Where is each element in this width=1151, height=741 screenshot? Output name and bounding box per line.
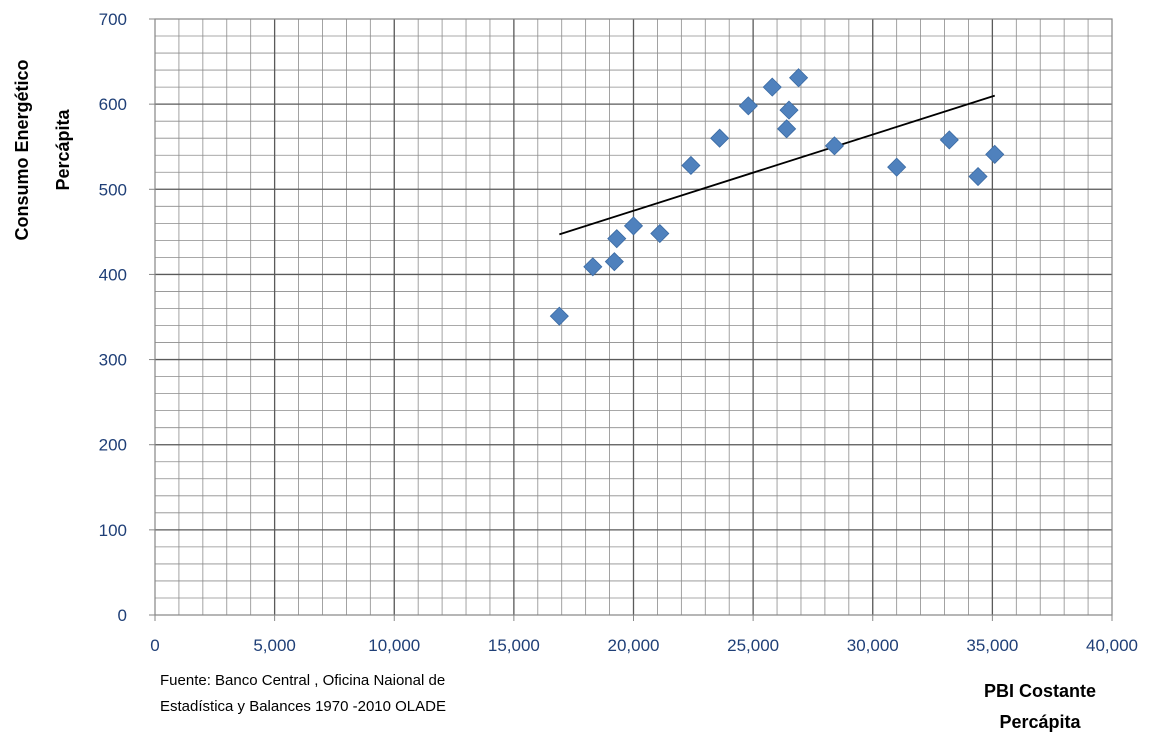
- x-tick-label: 20,000: [608, 636, 660, 655]
- data-point-diamond: [777, 119, 797, 139]
- linear-trendline: [559, 94, 996, 236]
- x-tick-label: 15,000: [488, 636, 540, 655]
- x-tick-label: 10,000: [368, 636, 420, 655]
- y-tick-label: 200: [99, 436, 127, 455]
- source-note-line-2: Estadística y Balances 1970 -2010 OLADE: [160, 698, 446, 715]
- data-point-diamond: [607, 229, 627, 249]
- data-point-diamond: [604, 252, 624, 272]
- data-point-diamond: [710, 128, 730, 148]
- y-axis-title-line-2: Percápita: [53, 108, 73, 190]
- data-point-diamond: [762, 77, 782, 97]
- data-point-diamond: [549, 306, 569, 326]
- x-tick-label: 25,000: [727, 636, 779, 655]
- major-gridlines: [155, 19, 1112, 615]
- y-axis-title-line-1: Consumo Energético: [12, 59, 32, 240]
- x-axis-title-line-1: PBI Costante: [984, 681, 1096, 701]
- minor-gridlines: [155, 19, 1112, 615]
- x-tick-label: 30,000: [847, 636, 899, 655]
- x-axis-ticks: 0 5,000 10,000 15,000 20,000 25,000 30,000 35,0…: [150, 615, 1138, 655]
- data-point-diamond: [824, 136, 845, 156]
- data-point-diamond: [738, 96, 758, 116]
- y-tick-label: 300: [99, 351, 127, 370]
- data-point-diamond: [789, 68, 809, 88]
- data-point-diamond: [583, 257, 603, 277]
- y-tick-label: 100: [99, 521, 127, 540]
- data-point-diamond: [985, 144, 1005, 164]
- data-point-diamond: [779, 100, 799, 120]
- data-point-diamond: [939, 130, 959, 150]
- y-tick-label: 700: [99, 10, 127, 29]
- y-tick-label: 400: [99, 265, 127, 284]
- y-axis-ticks: 0 100 200 300 400 500 600 700: [99, 10, 155, 625]
- y-tick-label: 0: [118, 606, 127, 625]
- x-tick-label: 40,000: [1086, 636, 1138, 655]
- x-tick-label: 5,000: [253, 636, 296, 655]
- source-note-line-1: Fuente: Banco Central , Oficina Naional …: [160, 672, 445, 689]
- y-tick-label: 600: [99, 95, 127, 114]
- y-tick-label: 500: [99, 180, 127, 199]
- data-point-diamond: [681, 155, 701, 176]
- x-tick-label: 0: [150, 636, 159, 655]
- data-point-diamond: [650, 223, 670, 244]
- data-point-diamond: [887, 157, 907, 177]
- data-point-diamond: [968, 166, 988, 187]
- x-tick-label: 35,000: [966, 636, 1018, 655]
- data-points: [549, 68, 1005, 326]
- data-point-diamond: [623, 216, 644, 236]
- x-axis-title-line-2: Percápita: [999, 712, 1081, 732]
